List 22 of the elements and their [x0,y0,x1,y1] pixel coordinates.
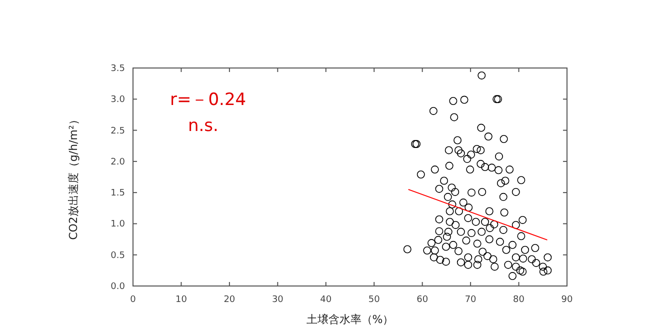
y-axis-title: CO2放出速度（g/h/m²） [67,114,80,240]
y-tick-label: 1.0 [110,220,126,230]
x-tick-label: 30 [272,295,284,305]
annotation: n.s. [188,116,218,136]
y-tick-label: 2.5 [110,126,125,136]
x-tick-label: 70 [464,295,477,305]
x-tick-label: 10 [175,295,188,305]
y-tick-label: 0.5 [110,250,125,261]
y-tick-label: 3.5 [110,64,125,74]
x-tick-label: 50 [368,295,380,305]
x-tick-label: 0 [130,295,136,305]
annotation: r=－0.24 [170,90,246,110]
y-tick-label: 0.0 [110,282,126,292]
x-tick-label: 40 [320,295,332,305]
x-axis-title: 土壌含水率（%） [306,313,394,326]
x-tick-label: 80 [513,295,525,305]
y-tick-label: 3.0 [110,95,126,106]
x-tick-label: 60 [416,295,428,305]
y-tick-label: 2.0 [110,157,126,168]
x-tick-label: 90 [561,295,573,305]
y-tick-label: 1.5 [110,188,125,199]
x-tick-label: 20 [224,295,236,305]
